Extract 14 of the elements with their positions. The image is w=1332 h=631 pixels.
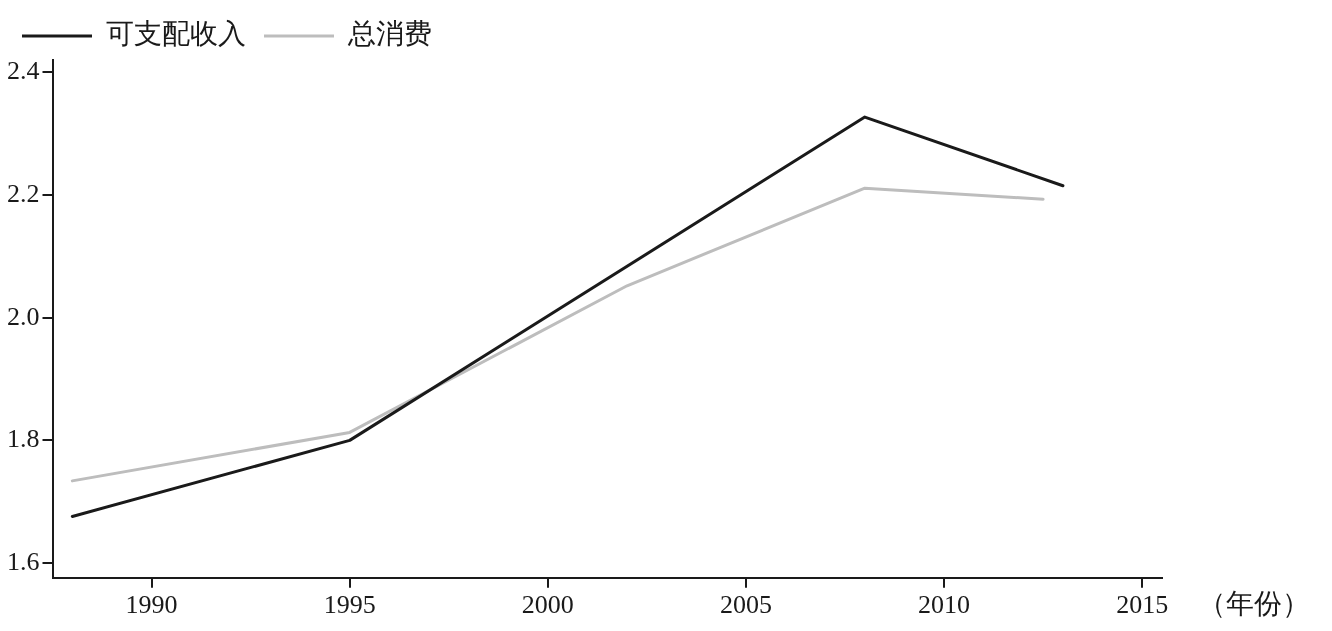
- y-tick-label: 1.8: [7, 424, 40, 454]
- x-tick-label: 2005: [719, 590, 772, 620]
- x-tick-label: 2015: [1116, 590, 1169, 620]
- x-tick-label: 1990: [125, 590, 178, 620]
- y-tick-label: 2.4: [7, 56, 40, 86]
- y-tick-label: 2.0: [7, 301, 40, 331]
- x-axis-title: （年份）: [1198, 588, 1310, 620]
- x-tick-label: 2010: [918, 590, 971, 620]
- legend-label: 可支配收入: [106, 18, 246, 50]
- y-tick-label: 2.2: [7, 178, 40, 208]
- legend-label: 总消费: [347, 18, 432, 50]
- x-tick-label: 1995: [323, 590, 376, 620]
- x-tick-label: 2000: [521, 590, 574, 620]
- y-tick-label: 1.6: [7, 546, 40, 576]
